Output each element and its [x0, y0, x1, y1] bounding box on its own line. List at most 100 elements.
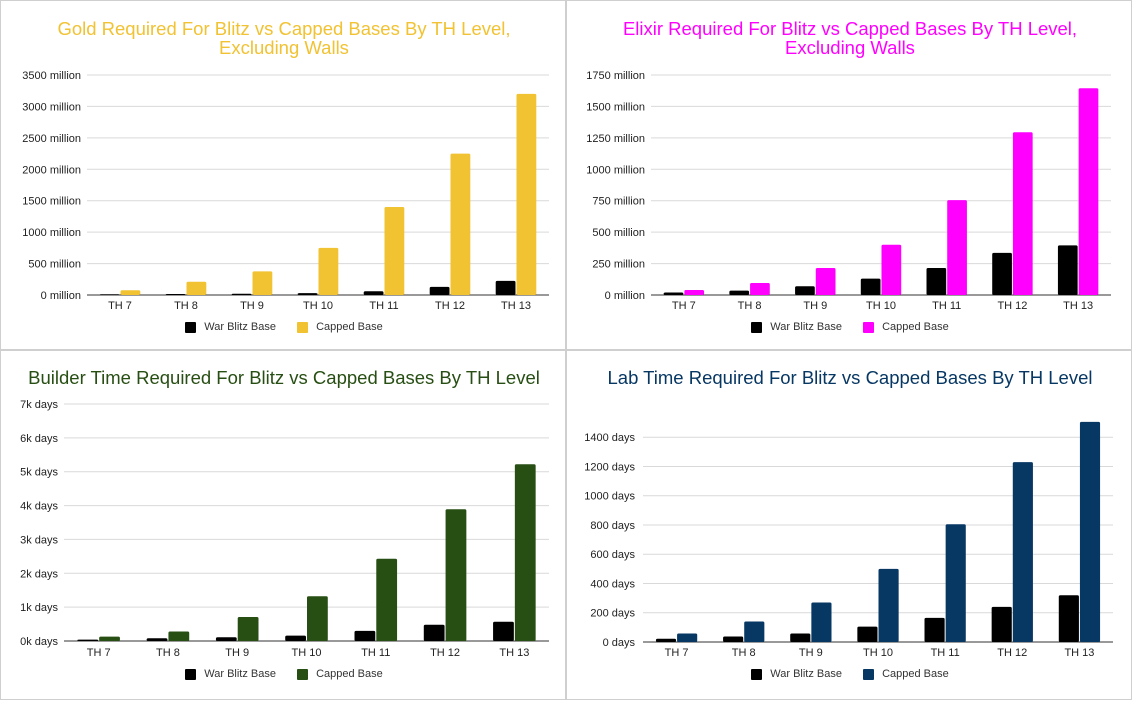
legend-item-war-blitz-base: War Blitz Base — [185, 321, 276, 333]
legend-swatch-capped — [863, 668, 875, 680]
y-tick-label: 3500 million — [22, 70, 81, 82]
y-tick-label: 2k days — [20, 568, 58, 580]
x-tick-label: TH 11 — [369, 300, 398, 312]
y-tick-label: 6k days — [20, 433, 58, 445]
y-tick-label: 1000 days — [584, 491, 635, 503]
legend-item-capped-base: Capped Base — [863, 668, 949, 680]
elixir-bar-capped-th10 — [881, 244, 902, 295]
builder-time-chart-plot: 0k days 1k days 2k days 3k days 4k days 5k da… — [20, 399, 549, 659]
gold-chart-title-line-1: Gold Required For Blitz vs Capped Bases … — [57, 18, 511, 39]
x-tick-label: TH 8 — [156, 647, 180, 659]
builder-time-bar-capped-th11 — [376, 558, 398, 641]
lab-time-chart-title: Lab Time Required For Blitz vs Capped Ba… — [567, 368, 1132, 387]
gold-bar-capped-th13 — [516, 93, 537, 295]
x-tick-label: TH 13 — [1064, 647, 1094, 659]
elixir-bar-war-blitz-th8 — [729, 290, 750, 295]
legend-item-war-blitz-base: War Blitz Base — [751, 321, 842, 333]
elixir-bar-war-blitz-th13 — [1057, 245, 1078, 295]
builder-time-bar-war-blitz-th9 — [215, 637, 237, 641]
y-tick-label: 0 million — [41, 290, 81, 302]
legend-label-war-blitz: War Blitz Base — [204, 321, 276, 333]
x-tick-label: TH 12 — [997, 300, 1027, 312]
y-tick-label: 0 million — [605, 290, 645, 302]
builder-time-bar-war-blitz-th8 — [146, 638, 168, 641]
x-tick-label: TH 9 — [803, 300, 827, 312]
elixir-chart-panel: Elixir Required For Blitz vs Capped Base… — [566, 0, 1132, 350]
legend-label-capped: Capped Base — [882, 668, 949, 680]
gold-bar-war-blitz-th9 — [231, 293, 252, 295]
gold-bar-war-blitz-th7 — [99, 294, 120, 295]
lab-time-bar-capped-th9 — [811, 602, 832, 642]
legend-label-war-blitz: War Blitz Base — [204, 668, 276, 680]
lab-time-chart-plot: 0 days 200 days 400 days 600 days 800 days 10… — [584, 421, 1113, 659]
y-tick-label: 1750 million — [586, 70, 645, 82]
x-tick-label: TH 9 — [225, 647, 249, 659]
elixir-chart-legend: War Blitz Base Capped Base — [567, 321, 1132, 336]
gold-bar-capped-th8 — [186, 281, 207, 295]
gold-bar-war-blitz-th10 — [297, 293, 318, 295]
lab-time-chart-title-line-1: Lab Time Required For Blitz vs Capped Ba… — [607, 367, 1093, 388]
elixir-bar-war-blitz-th11 — [926, 267, 947, 295]
y-tick-label: 200 days — [590, 608, 635, 620]
elixir-bar-capped-th12 — [1012, 132, 1033, 295]
legend-swatch-war-blitz — [751, 321, 763, 333]
builder-time-bar-war-blitz-th13 — [493, 621, 514, 641]
elixir-bar-war-blitz-th9 — [795, 286, 815, 295]
y-tick-label: 600 days — [590, 549, 635, 561]
x-tick-label: TH 9 — [240, 300, 264, 312]
elixir-bar-capped-th7 — [684, 289, 705, 295]
x-tick-label: TH 7 — [672, 300, 696, 312]
y-tick-label: 0k days — [20, 636, 58, 648]
builder-time-bar-war-blitz-th11 — [354, 630, 376, 641]
legend-item-capped-base: Capped Base — [863, 321, 949, 333]
gold-bar-war-blitz-th13 — [495, 280, 516, 295]
x-tick-label: TH 13 — [501, 300, 531, 312]
elixir-bar-capped-th9 — [815, 267, 836, 295]
legend-swatch-capped — [297, 668, 309, 680]
lab-time-chart-panel: Lab Time Required For Blitz vs Capped Ba… — [566, 350, 1132, 700]
builder-time-bar-war-blitz-th12 — [423, 624, 445, 641]
legend-swatch-war-blitz — [751, 668, 763, 680]
elixir-bar-war-blitz-th10 — [860, 278, 881, 295]
x-tick-label: TH 12 — [430, 647, 460, 659]
legend-item-capped-base: Capped Base — [297, 321, 383, 333]
y-tick-label: 3k days — [20, 534, 58, 546]
lab-time-bar-war-blitz-th11 — [924, 617, 945, 642]
legend-swatch-war-blitz — [185, 668, 197, 680]
y-tick-label: 800 days — [590, 520, 635, 532]
builder-time-bar-capped-th9 — [237, 616, 259, 641]
gold-bar-capped-th9 — [252, 271, 273, 295]
y-tick-label: 4k days — [20, 501, 58, 513]
y-tick-label: 250 million — [592, 259, 645, 271]
x-tick-label: TH 12 — [435, 300, 465, 312]
builder-time-bar-capped-th10 — [307, 596, 328, 641]
x-tick-label: TH 8 — [732, 647, 756, 659]
builder-time-bar-capped-th8 — [168, 631, 190, 641]
y-tick-label: 2500 million — [22, 133, 81, 145]
lab-time-bar-war-blitz-th8 — [723, 636, 744, 642]
gold-bar-capped-th11 — [384, 207, 405, 295]
gold-chart-legend: War Blitz Base Capped Base — [1, 321, 567, 336]
builder-time-bar-capped-th13 — [514, 464, 536, 641]
lab-time-bar-capped-th12 — [1012, 462, 1033, 642]
legend-item-capped-base: Capped Base — [297, 668, 383, 680]
y-tick-label: 1000 million — [586, 164, 645, 176]
lab-time-bar-war-blitz-th9 — [790, 633, 811, 642]
lab-time-bar-capped-th13 — [1079, 421, 1101, 642]
x-tick-label: TH 11 — [361, 647, 390, 659]
gold-bar-capped-th10 — [318, 247, 339, 295]
legend-label-capped: Capped Base — [316, 321, 383, 333]
gold-chart-title-line-2: Excluding Walls — [219, 37, 349, 58]
x-tick-label: TH 13 — [1063, 300, 1093, 312]
lab-time-bar-capped-th8 — [744, 621, 765, 642]
x-tick-label: TH 7 — [108, 300, 132, 312]
builder-time-chart-legend: War Blitz Base Capped Base — [1, 668, 567, 683]
gold-bar-war-blitz-th12 — [429, 286, 450, 295]
legend-item-war-blitz-base: War Blitz Base — [185, 668, 276, 680]
gold-chart-panel: Gold Required For Blitz vs Capped Bases … — [0, 0, 566, 350]
x-tick-label: TH 11 — [931, 647, 960, 659]
lab-time-bar-war-blitz-th12 — [991, 606, 1012, 642]
builder-time-bar-war-blitz-th10 — [285, 635, 306, 641]
x-tick-label: TH 11 — [932, 300, 961, 312]
y-tick-label: 1400 days — [584, 432, 635, 444]
